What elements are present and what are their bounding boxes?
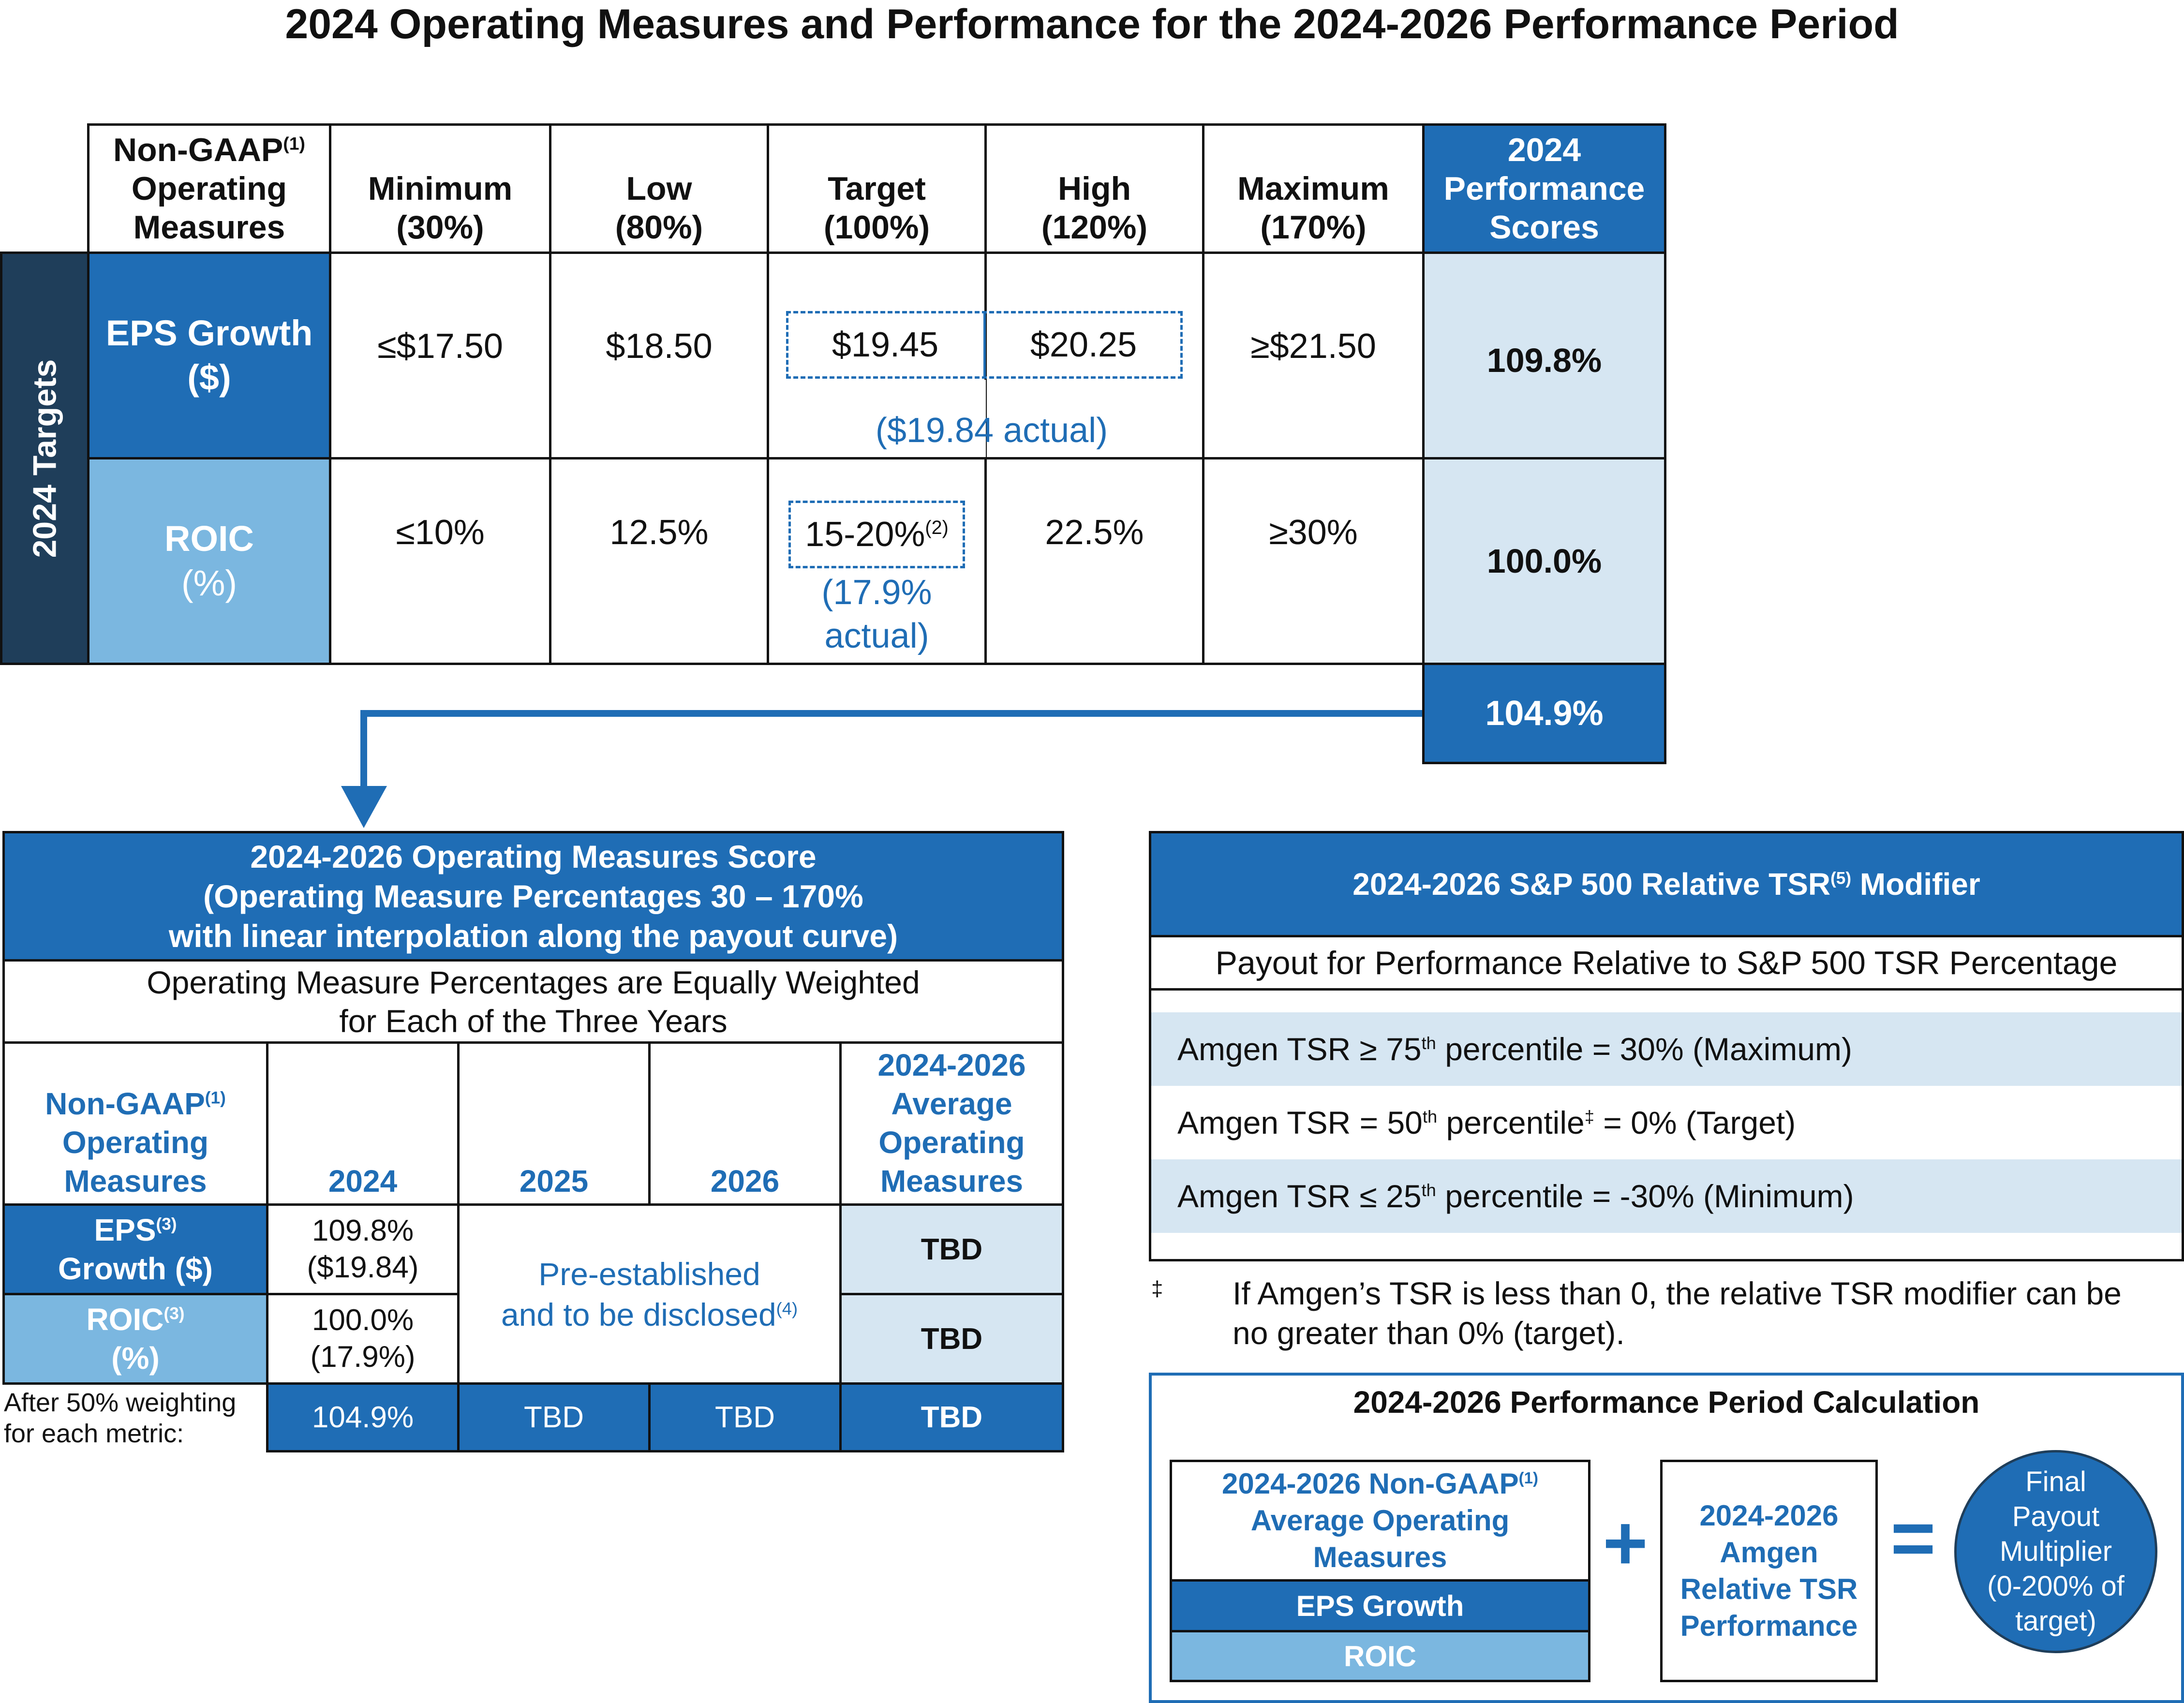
ops-col-average: 2024-2026 Average Operating Measures xyxy=(839,1041,1064,1206)
ops-footer-average: TBD xyxy=(839,1382,1064,1452)
ops-roic-average: TBD xyxy=(839,1293,1064,1385)
roic-label: ROIC (%) xyxy=(87,457,331,665)
roic-actual-note: (17.9% actual) xyxy=(821,573,932,655)
page-title: 2024 Operating Measures and Performance … xyxy=(285,1,1899,47)
flow-arrow xyxy=(341,710,1422,828)
header-target: Target (100%) xyxy=(767,123,987,254)
footnote-mark: ‡ xyxy=(1151,1277,1163,1301)
ops-table-subtitle: Operating Measure Percentages are Equall… xyxy=(2,959,1064,1044)
ops-col-2026: 2026 xyxy=(648,1041,842,1206)
roic-target-box xyxy=(788,501,965,568)
combined-score: 104.9% xyxy=(1422,663,1666,764)
tsr-row-target: Amgen TSR = 50th percentile‡ = 0% (Targe… xyxy=(1151,1086,2182,1159)
eps-range-divider xyxy=(983,311,986,379)
roic-target: 15-20%(2) xyxy=(805,515,949,554)
calc-box-tsr: 2024-2026 Amgen Relative TSR Performance xyxy=(1660,1460,1878,1682)
tsr-row-maximum: Amgen TSR ≥ 75th percentile = 30% (Maxim… xyxy=(1151,1012,2182,1086)
header-performance-scores: 2024 Performance Scores xyxy=(1422,123,1666,254)
equals-sign: = xyxy=(1890,1495,1936,1581)
ops-eps-average: TBD xyxy=(839,1203,1064,1295)
ops-eps-2024: 109.8% ($19.84) xyxy=(266,1203,460,1295)
calc-box-roic: ROIC xyxy=(1170,1630,1590,1682)
ops-footer-2024: 104.9% xyxy=(266,1382,460,1452)
ops-table-title: 2024-2026 Operating Measures Score (Oper… xyxy=(2,831,1064,962)
eps-high: $20.25 xyxy=(1030,326,1137,364)
eps-target: $19.45 xyxy=(832,326,939,364)
calc-panel-title: 2024-2026 Performance Period Calculation xyxy=(1353,1385,1980,1420)
calc-panel xyxy=(1149,1373,2184,1703)
calc-box-eps-growth: EPS Growth xyxy=(1170,1579,1590,1632)
ops-roic-2024: 100.0% (17.9%) xyxy=(266,1293,460,1385)
header-measures: Non-GAAP(1) Operating Measures xyxy=(87,123,331,254)
ops-footer-2026: TBD xyxy=(648,1382,842,1452)
ops-col-2024: 2024 xyxy=(266,1041,460,1206)
targets-side-label: 2024 Targets xyxy=(0,252,89,665)
plus-sign: + xyxy=(1603,1499,1648,1586)
roic-high: 22.5% xyxy=(984,457,1204,665)
footnote-text: If Amgen’s TSR is less than 0, the relat… xyxy=(1233,1275,2122,1351)
ops-eps-label: EPS(3) Growth ($) xyxy=(2,1203,268,1295)
ops-roic-label: ROIC(3) (%) xyxy=(2,1293,268,1385)
tsr-row-minimum: Amgen TSR ≤ 25th percentile = -30% (Mini… xyxy=(1151,1159,2182,1233)
roic-low: 12.5% xyxy=(549,457,769,665)
final-payout-circle: Final Payout Multiplier (0-200% of target) xyxy=(1954,1450,2157,1653)
header-minimum: Minimum (30%) xyxy=(329,123,551,254)
eps-actual-cover xyxy=(983,380,986,457)
calc-box-operating-title: 2024-2026 Non-GAAP(1) Average Operating … xyxy=(1222,1467,1538,1573)
eps-actual-note: ($19.84 actual) xyxy=(875,411,1108,450)
ops-footer-label: After 50% weighting for each metric: xyxy=(4,1388,237,1448)
ops-col-2025: 2025 xyxy=(457,1041,651,1206)
tsr-panel-subtitle: Payout for Performance Relative to S&P 5… xyxy=(1149,935,2184,991)
ops-col-measures: Non-GAAP(1) Operating Measures xyxy=(2,1041,268,1206)
ops-pre-established: Pre-established and to be disclosed(4) xyxy=(457,1203,842,1385)
tsr-panel-title: 2024-2026 S&P 500 Relative TSR(5) Modifi… xyxy=(1149,831,2184,937)
ops-footer-2025: TBD xyxy=(457,1382,651,1452)
